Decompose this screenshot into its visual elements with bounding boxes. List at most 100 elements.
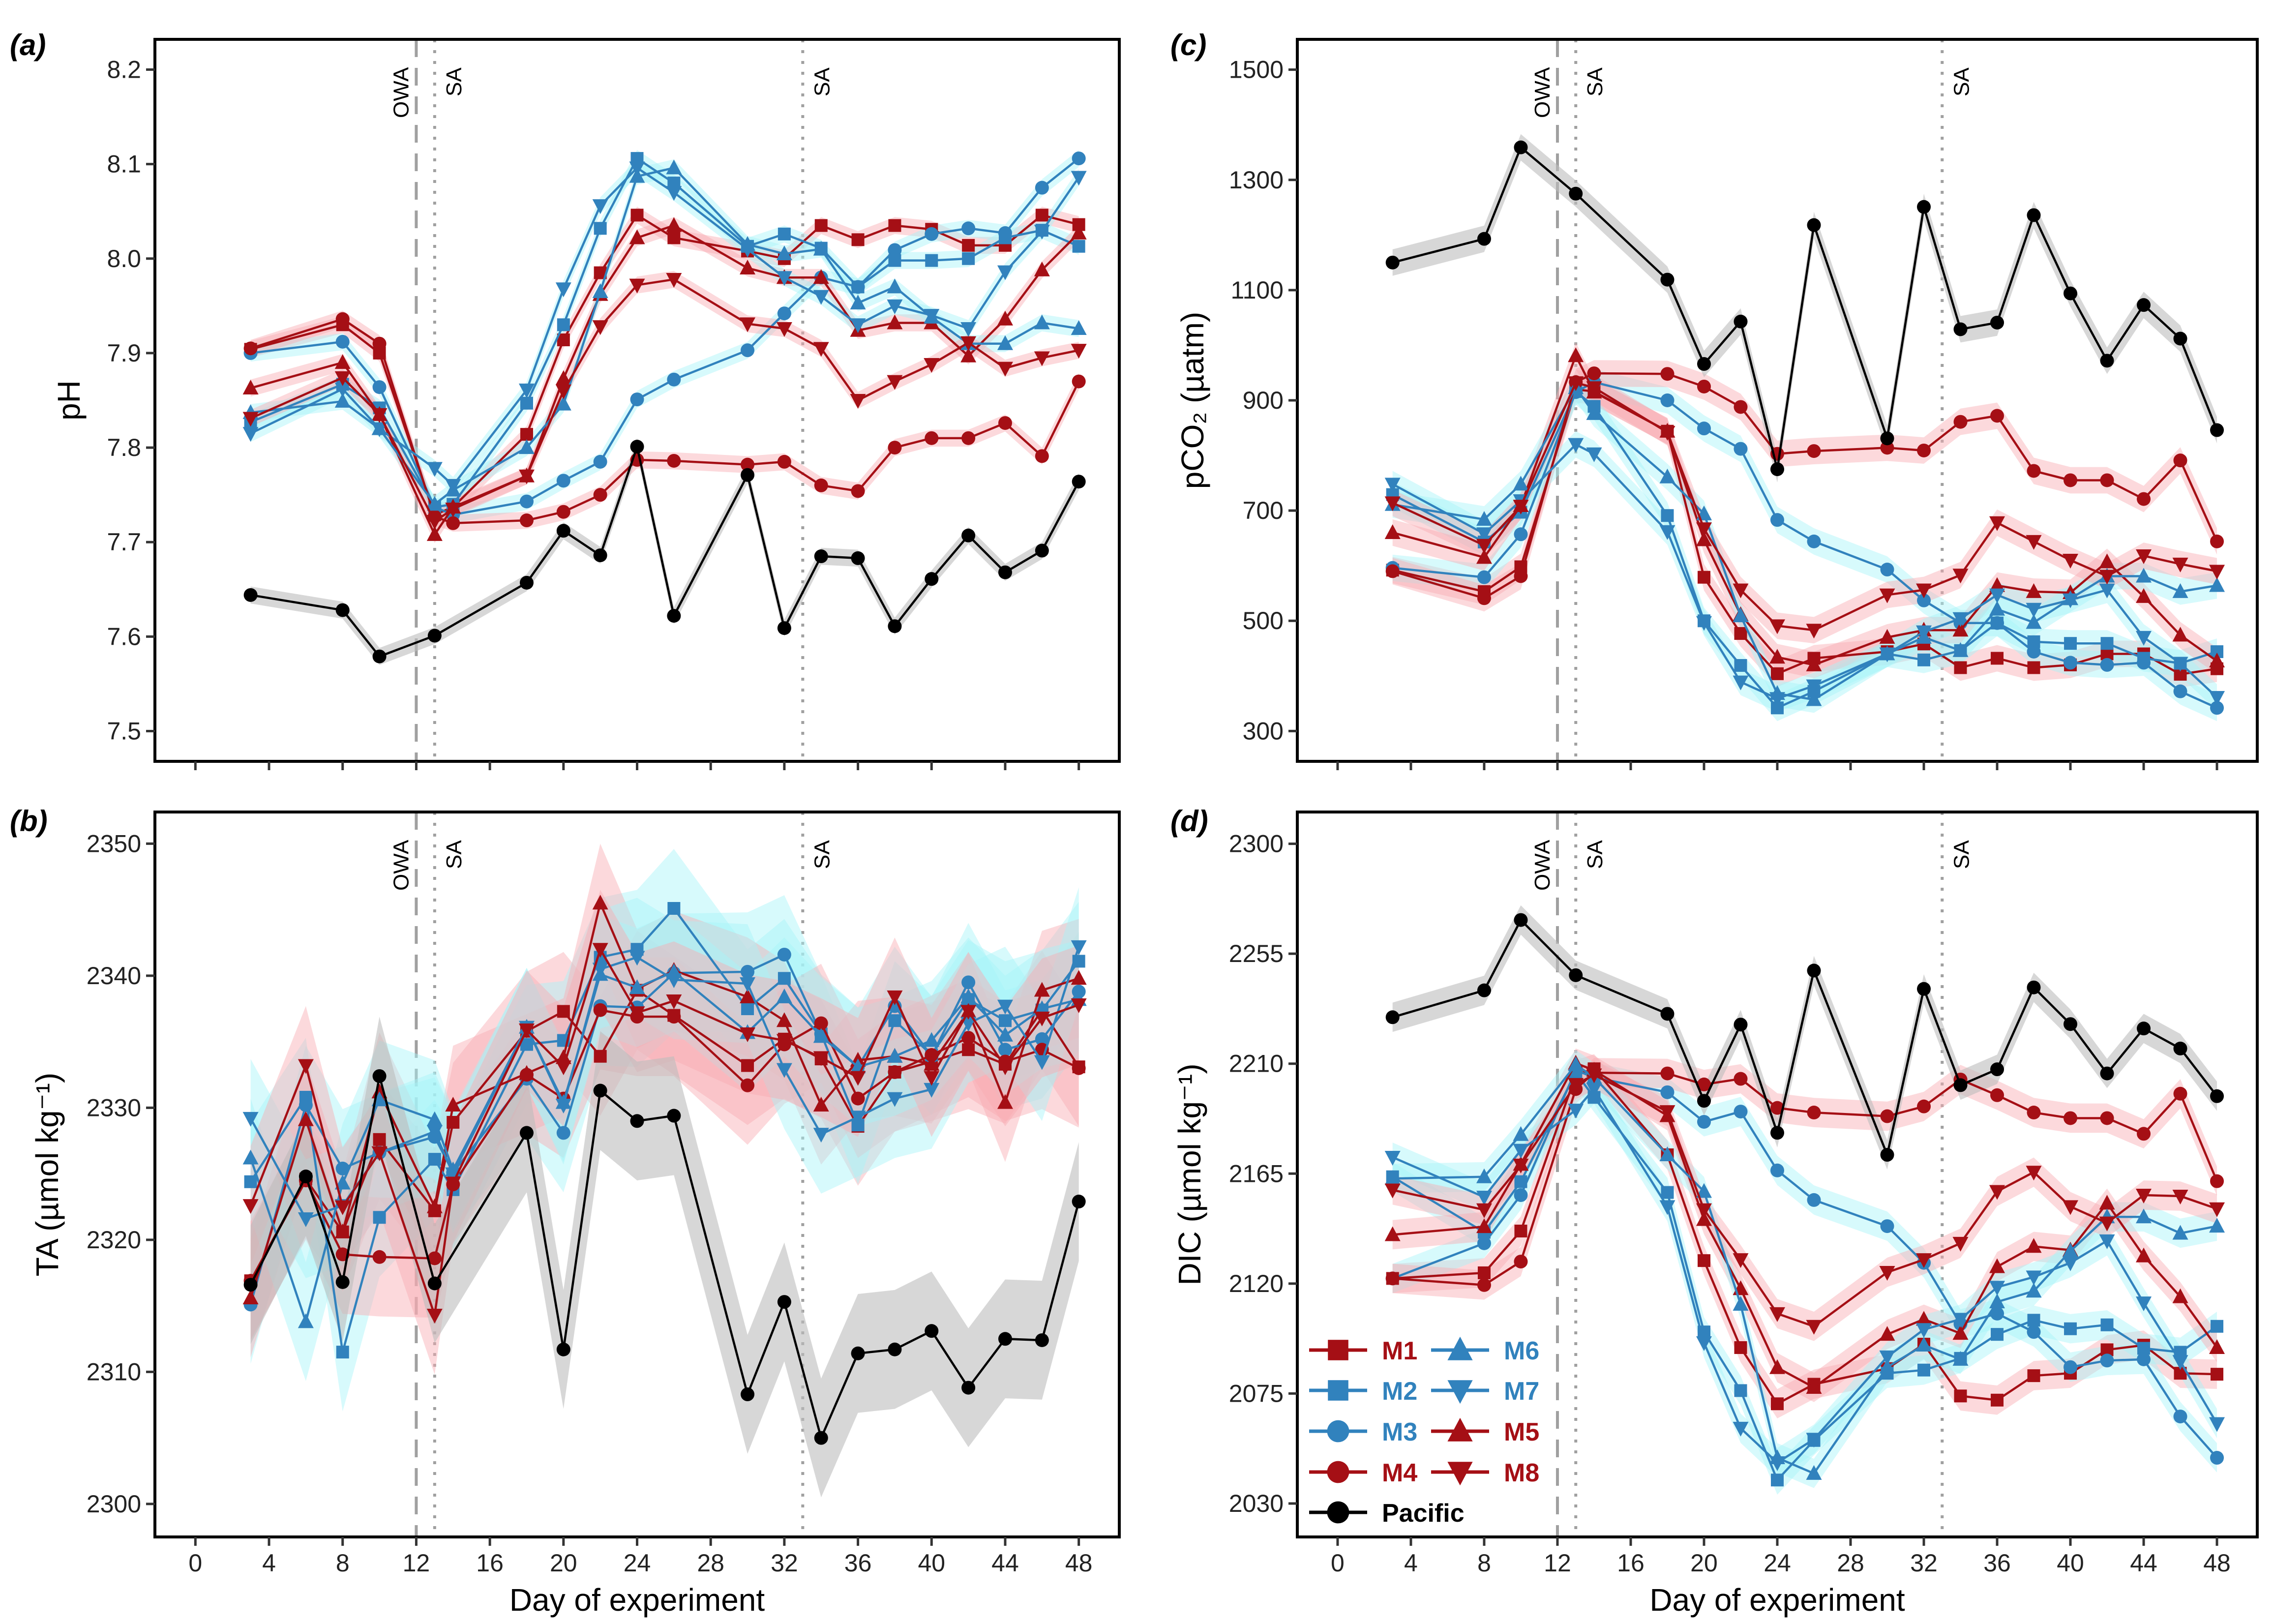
plot-area	[242, 150, 1087, 665]
data-point-m8	[813, 1051, 829, 1066]
data-point-m6	[1733, 1296, 1749, 1311]
data-point-pacific	[1072, 1195, 1086, 1209]
data-point-m7	[2063, 593, 2079, 608]
data-point-m2	[1991, 1328, 2004, 1341]
data-point-m5	[1879, 629, 1895, 644]
data-point-m4	[372, 1250, 387, 1264]
data-point-pacific	[427, 629, 442, 643]
data-point-m8	[242, 1199, 259, 1214]
data-point-m8	[334, 371, 351, 386]
data-point-m4	[243, 341, 258, 356]
legend-marker-circle	[1327, 1501, 1349, 1524]
data-point-pacific	[1807, 963, 1821, 978]
data-point-m7	[1806, 1433, 1822, 1448]
data-point-m1	[1954, 661, 1967, 674]
data-point-m1	[962, 239, 975, 252]
data-point-m1	[1771, 1397, 1784, 1411]
data-point-m5	[445, 1097, 461, 1112]
data-point-pacific	[1477, 983, 1491, 997]
data-point-m8	[960, 1005, 977, 1020]
x-tick-label: 4	[262, 1549, 276, 1577]
data-point-m6	[334, 1174, 351, 1190]
y-tick-label: 7.9	[107, 339, 141, 367]
data-point-pacific	[998, 565, 1012, 579]
data-point-m4	[2064, 1111, 2078, 1125]
data-point-m7	[1806, 679, 1822, 694]
data-point-m8	[1513, 1158, 1529, 1173]
data-point-m3	[1697, 1114, 1711, 1129]
data-point-m1	[1771, 667, 1784, 680]
data-point-m6	[518, 439, 535, 454]
data-point-m3	[961, 221, 976, 236]
data-point-m8	[518, 469, 535, 484]
data-point-pacific	[2100, 1066, 2114, 1081]
data-point-m7	[1071, 940, 1087, 955]
x-tick-label: 28	[1837, 1549, 1864, 1577]
data-point-m8	[997, 361, 1013, 377]
series-pacific	[1385, 140, 2224, 477]
x-tick-label: 16	[476, 1549, 504, 1577]
data-point-m4	[741, 457, 755, 472]
data-point-m4	[427, 1251, 442, 1265]
data-point-m2	[244, 1175, 257, 1188]
data-point-m7	[1384, 478, 1401, 493]
x-tick-label: 40	[2057, 1549, 2084, 1577]
x-tick-label: 8	[1477, 1549, 1491, 1577]
data-point-m1	[373, 1133, 386, 1146]
event-label-sa: SA	[442, 840, 466, 869]
y-tick-label: 2165	[1229, 1160, 1284, 1187]
data-point-m8	[1806, 624, 1822, 639]
data-point-m5	[629, 229, 645, 244]
data-point-pacific	[1385, 1010, 1400, 1024]
data-point-m4	[2027, 1106, 2041, 1120]
legend-item-m3: M3	[1309, 1418, 1417, 1446]
data-point-pacific	[243, 1278, 258, 1292]
data-point-m3	[1734, 1105, 1748, 1119]
x-tick-label: 4	[1404, 1549, 1418, 1577]
data-point-m1	[1697, 571, 1710, 584]
data-point-m6	[1659, 468, 1675, 483]
x-axis-title: Day of experiment	[509, 1582, 765, 1618]
data-point-m3	[630, 392, 644, 407]
data-point-m6	[776, 245, 792, 261]
x-tick-label: 48	[2203, 1549, 2231, 1577]
data-point-m8	[850, 394, 866, 409]
data-point-m6	[1034, 314, 1050, 330]
x-tick-label: 12	[403, 1549, 430, 1577]
data-point-m3	[2100, 1353, 2114, 1368]
data-point-m4	[1035, 449, 1049, 463]
data-point-m3	[372, 380, 387, 394]
data-point-m3	[1514, 527, 1528, 541]
data-point-m3	[1917, 593, 1931, 607]
data-point-m2	[962, 252, 975, 265]
series-pacific	[1385, 913, 2224, 1162]
data-point-pacific	[1514, 140, 1528, 154]
data-point-m1	[1734, 627, 1747, 640]
event-label-sa: SA	[1949, 840, 1974, 869]
data-point-m8	[2063, 1200, 2079, 1215]
data-point-m4	[1697, 1077, 1711, 1091]
data-point-m4	[1917, 443, 1931, 457]
uncertainty-band-m1	[250, 207, 1079, 523]
data-point-pacific	[1569, 186, 1583, 201]
data-point-m6	[1513, 1126, 1529, 1141]
data-point-m8	[1916, 583, 1932, 599]
data-point-m5	[887, 314, 903, 330]
data-point-m3	[2137, 1352, 2151, 1366]
data-point-m3	[556, 474, 570, 488]
data-point-pacific	[1807, 218, 1821, 232]
data-point-m4	[2100, 1111, 2114, 1125]
panel-label: (a)	[10, 29, 46, 61]
data-point-m3	[2064, 1360, 2078, 1374]
data-point-m8	[298, 1059, 314, 1074]
data-point-m1	[1991, 1393, 2004, 1407]
data-point-m3	[1770, 1163, 1784, 1177]
data-point-m2	[2064, 1322, 2077, 1335]
data-point-pacific	[888, 1342, 902, 1356]
y-axis-title: pH	[51, 380, 87, 421]
data-point-m5	[334, 1223, 351, 1238]
data-point-m8	[887, 990, 903, 1005]
data-point-m2	[1917, 1363, 1931, 1377]
data-point-m8	[629, 278, 645, 294]
data-point-m5	[1879, 1326, 1895, 1341]
